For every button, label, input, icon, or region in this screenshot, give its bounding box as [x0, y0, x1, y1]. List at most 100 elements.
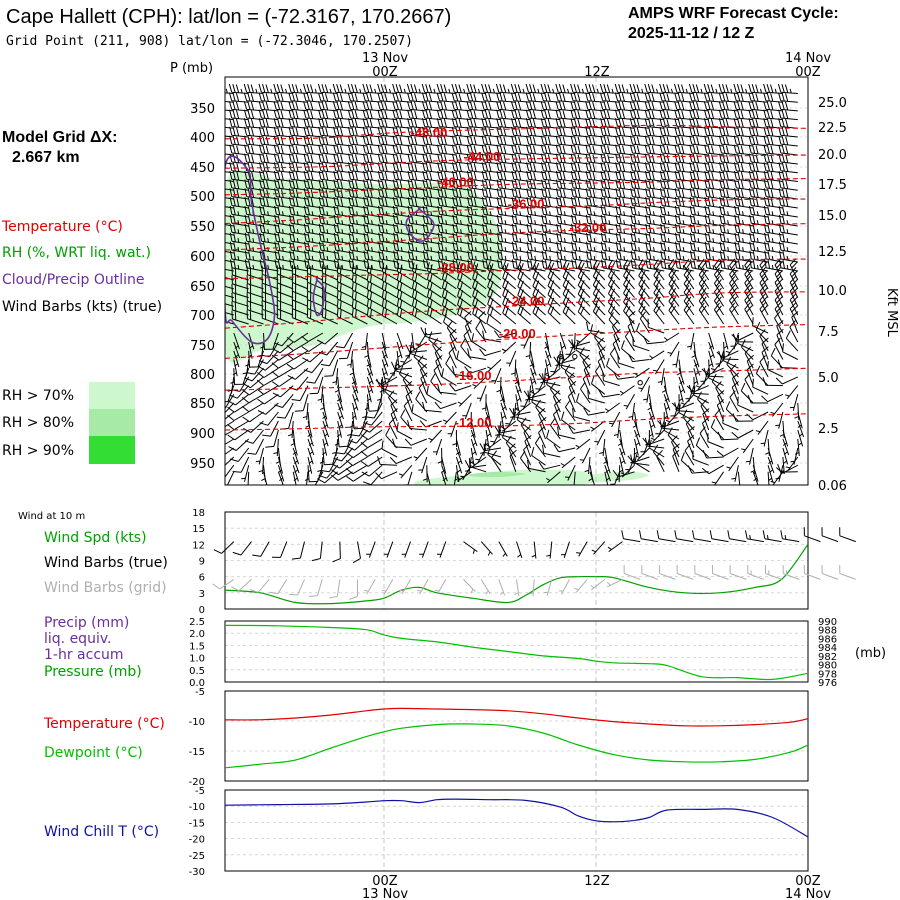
temp-contour [225, 291, 808, 329]
wind-barb [419, 420, 442, 428]
wind-barb [407, 223, 427, 236]
wind-barb [485, 402, 491, 420]
wind-barb [345, 456, 368, 467]
wind-barb [390, 408, 398, 431]
wind-barb [526, 196, 546, 209]
pressure-tick-label: 550 [190, 220, 215, 235]
wind-barb [378, 223, 398, 236]
wind-barb [377, 456, 398, 466]
wind-barb [718, 126, 739, 138]
wind-barb [555, 118, 576, 129]
wind-barb [363, 179, 383, 191]
wind-barb [231, 266, 249, 281]
model-grid-value: 2.667 km [12, 149, 80, 166]
wind-barb-grid [528, 579, 535, 597]
wind-barb [381, 289, 398, 307]
wind-barb [555, 109, 576, 121]
wind-barb [320, 350, 339, 367]
wind-barb [348, 250, 368, 263]
wind-barb [794, 438, 800, 456]
wind-barb [476, 385, 487, 402]
wind-barb [680, 393, 695, 408]
wind-barb [689, 153, 709, 165]
wind-barb [645, 250, 665, 263]
wind-barb [577, 277, 591, 298]
panel-right-tick-label: 988 [818, 626, 837, 637]
wind-barb [615, 162, 635, 174]
temp-contour-label: -44.00 [464, 149, 501, 164]
wind-barb [672, 443, 680, 466]
wind-barb [452, 214, 472, 227]
wind-barb [229, 447, 250, 462]
wind-barb [752, 378, 769, 395]
wind-barb [615, 126, 635, 138]
wind-barb [763, 126, 783, 138]
wind-barb [421, 83, 442, 94]
wind-barb [674, 126, 694, 138]
wind-barb [264, 332, 279, 350]
wind-barb [763, 179, 783, 191]
wind-barb [259, 179, 279, 191]
calm-marker [637, 380, 643, 386]
wind-barb [407, 126, 427, 138]
wind-barb [482, 250, 502, 263]
wind-barb [729, 302, 739, 325]
wind-barb [564, 464, 576, 481]
wind-barb [604, 402, 620, 414]
wind-barb [585, 92, 605, 103]
wind-barb [762, 377, 783, 387]
rh70-label: RH > 70% [2, 388, 74, 404]
wind-barb [451, 135, 472, 147]
wind-barb [234, 368, 250, 385]
wind-barb [466, 153, 487, 165]
wind-barb [576, 332, 591, 345]
wind-barb [674, 188, 694, 200]
wind-barb-true [745, 530, 764, 543]
wind-barb [363, 250, 383, 263]
wind-barb [761, 393, 784, 403]
wind-barb [511, 153, 531, 165]
wind-barb [301, 332, 324, 343]
wind-barb [331, 464, 353, 476]
wind-barb-grid [747, 564, 764, 580]
wind-barb [257, 359, 279, 371]
wind-barb [393, 241, 412, 254]
wind-barb [570, 83, 591, 94]
wind-barb [587, 389, 605, 404]
wind-barb [615, 250, 635, 263]
wind-barb [592, 277, 606, 298]
temp-contour [225, 413, 808, 431]
temp-contour-label: -12.00 [455, 415, 492, 430]
wind-barb [259, 214, 279, 227]
wind-barb [227, 402, 249, 413]
wind-barb-grid [574, 579, 588, 593]
wind-barb [303, 83, 323, 94]
wind-barb [363, 411, 383, 426]
wind-barb [437, 250, 457, 263]
wind-barb [695, 376, 710, 391]
wind-barb-grid [590, 579, 606, 591]
wind-barb [577, 268, 591, 290]
wind-barb [704, 162, 724, 174]
wind-barb [441, 471, 447, 485]
wind-barb-true [383, 541, 394, 558]
wind-barb [693, 386, 709, 404]
wind-barb [690, 259, 709, 272]
wind-barb [647, 318, 665, 334]
wind-barb [302, 402, 309, 420]
wind-barb [541, 170, 561, 182]
precip-pressure-panel: 2.52.01.51.00.50.09909889869849829809789… [189, 617, 837, 689]
wind-barb [683, 302, 695, 325]
wind-barb [556, 223, 576, 236]
panel-right-tick-label: 978 [818, 669, 837, 680]
wind-barb [630, 250, 650, 263]
wind-barb [535, 399, 546, 422]
wind-barb [449, 384, 472, 392]
wind-barb [732, 333, 754, 343]
wind-barb [672, 449, 680, 472]
wind-barb [689, 92, 709, 103]
wind-barb [538, 461, 561, 470]
panel-tick-label: 12 [192, 540, 205, 551]
wind-barb [418, 456, 428, 474]
wind-barb [585, 83, 605, 94]
